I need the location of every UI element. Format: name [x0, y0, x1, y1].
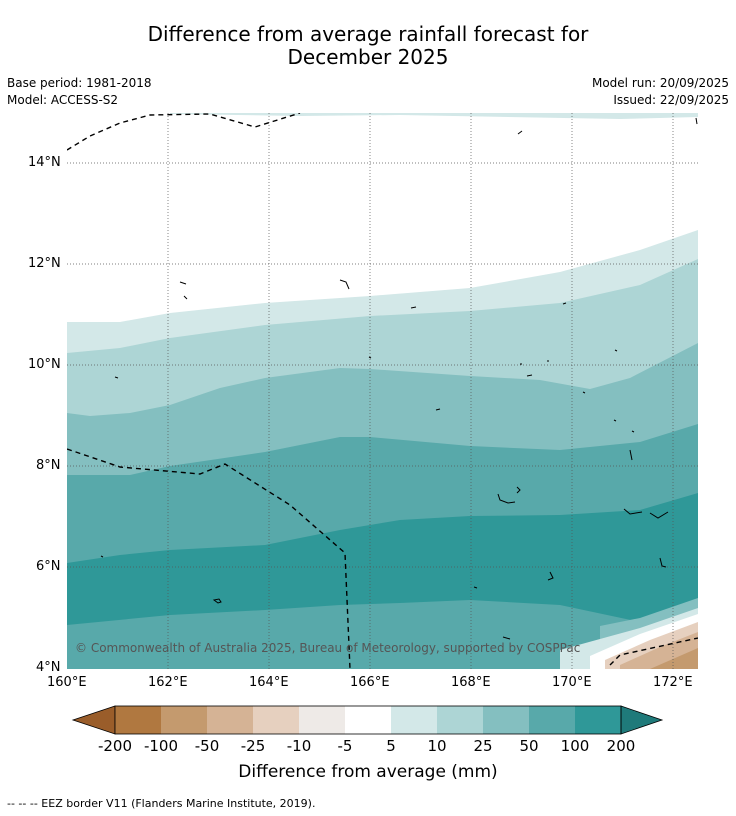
colorbar-swatch	[437, 706, 483, 734]
lon-label-160: 160°E	[47, 675, 87, 690]
colorbar-label: -25	[240, 737, 266, 755]
colorbar-swatch	[391, 706, 437, 734]
colorbar-label: 200	[606, 737, 636, 755]
colorbar-label: -100	[143, 737, 179, 755]
lat-label-6: 6°N	[36, 559, 61, 574]
copyright-notice: © Commonwealth of Australia 2025, Bureau…	[75, 641, 581, 655]
lat-label-14: 14°N	[28, 155, 61, 170]
colorbar-label: 10	[427, 737, 447, 755]
colorbar-label: -50	[194, 737, 220, 755]
colorbar-frame	[114, 705, 622, 735]
lon-label-164: 164°E	[249, 675, 289, 690]
lat-label-8: 8°N	[36, 458, 61, 473]
colorbar-swatch	[345, 706, 391, 734]
colorbar-swatch	[529, 706, 575, 734]
model-name: Model: ACCESS-S2	[7, 93, 119, 107]
lon-label-170: 170°E	[552, 675, 592, 690]
contour-100-200	[67, 493, 698, 625]
colorbar	[71, 705, 664, 735]
lat-label-12: 12°N	[28, 256, 61, 271]
colorbar-label: 5	[386, 737, 396, 755]
title-line-1: Difference from average rainfall forecas…	[147, 22, 589, 46]
lat-label-10: 10°N	[28, 357, 61, 372]
contour-top-band	[170, 113, 698, 119]
colorbar-swatch	[253, 706, 299, 734]
base-period: Base period: 1981-2018	[7, 76, 152, 90]
lat-label-4: 4°N	[36, 660, 61, 675]
islands	[100, 117, 698, 640]
colorbar-label: 100	[560, 737, 590, 755]
colorbar-title: Difference from average (mm)	[238, 762, 498, 782]
eez-borders	[67, 113, 698, 669]
colorbar-label: -200	[97, 737, 133, 755]
colorbar-swatch	[483, 706, 529, 734]
eez-border-central	[67, 448, 351, 669]
colorbar-label: -5	[337, 737, 353, 755]
colorbar-swatch	[115, 706, 161, 734]
model-run: Model run: 20/09/2025	[591, 76, 729, 90]
colorbar-arrow-high	[620, 705, 664, 735]
colorbar-label: 50	[519, 737, 539, 755]
colorbar-label: 25	[473, 737, 493, 755]
colorbar-swatch	[207, 706, 253, 734]
lon-label-172: 172°E	[653, 675, 693, 690]
eez-border-southeast	[609, 637, 698, 666]
eez-footnote: -- -- -- EEZ border V11 (Flanders Marine…	[7, 797, 316, 810]
colorbar-label: -10	[286, 737, 312, 755]
lon-label-166: 166°E	[350, 675, 390, 690]
eez-border-north	[67, 113, 301, 151]
colorbar-swatch	[161, 706, 207, 734]
colorbar-swatch	[299, 706, 345, 734]
issued-date: Issued: 22/09/2025	[613, 93, 729, 107]
colorbar-arrow-low	[71, 705, 116, 735]
contour-dry-band-3	[650, 648, 698, 669]
rainfall-contours	[67, 113, 698, 669]
title-line-2: December 2025	[287, 45, 449, 69]
grid	[67, 113, 698, 669]
colorbar-swatch	[575, 706, 621, 734]
lon-label-162: 162°E	[148, 675, 188, 690]
lon-label-168: 168°E	[451, 675, 491, 690]
